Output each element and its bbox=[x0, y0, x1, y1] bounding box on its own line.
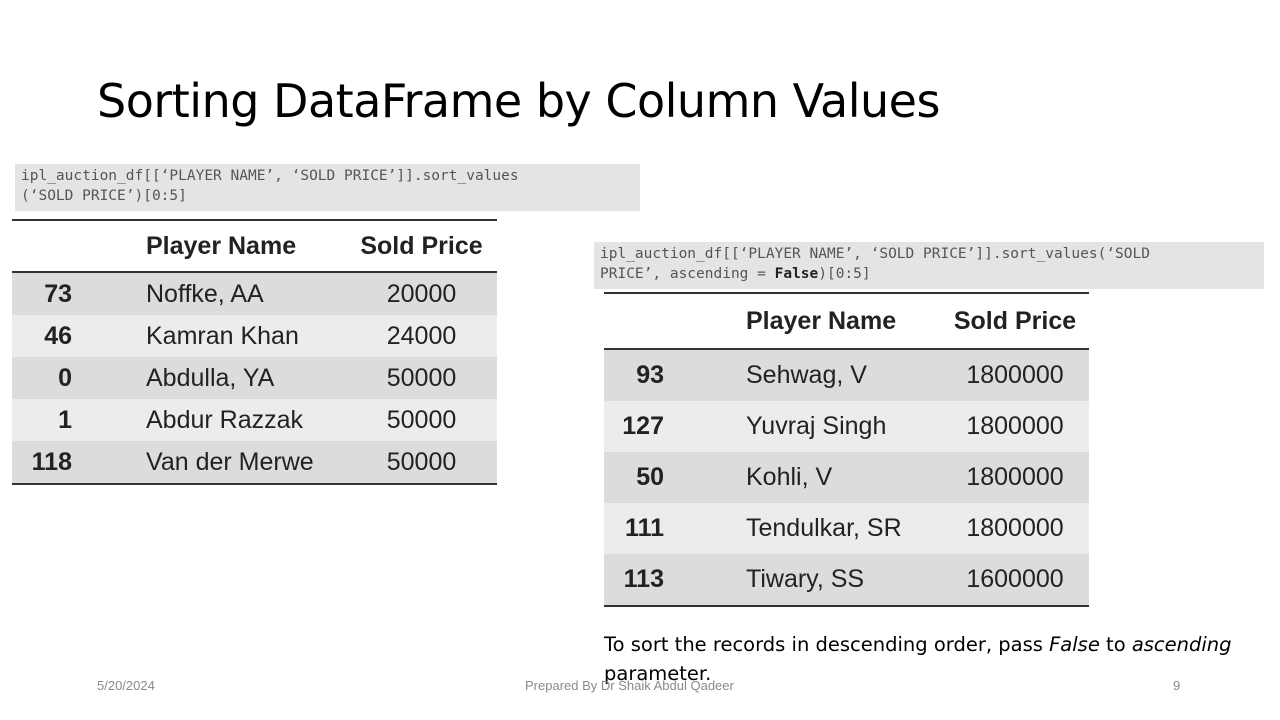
index-header bbox=[604, 292, 664, 350]
slide-title: Sorting DataFrame by Column Values bbox=[97, 74, 940, 128]
row-index: 0 bbox=[12, 357, 72, 399]
row-index: 118 bbox=[12, 441, 72, 485]
code-keyword-false: False bbox=[774, 266, 819, 282]
sold-price-header: Sold Price bbox=[346, 219, 497, 273]
spacer bbox=[664, 292, 746, 350]
player-name-header: Player Name bbox=[746, 292, 941, 350]
row-index: 50 bbox=[604, 452, 664, 503]
code-snippet-ascending: ipl_auction_df[[‘PLAYER NAME’, ‘SOLD PRI… bbox=[15, 164, 640, 211]
player-name-cell: Tendulkar, SR bbox=[746, 503, 941, 554]
code-snippet-descending: ipl_auction_df[[‘PLAYER NAME’, ‘SOLD PRI… bbox=[594, 242, 1264, 289]
spacer bbox=[664, 503, 746, 554]
sold-price-cell: 24000 bbox=[346, 315, 497, 357]
table-row: 127 Yuvraj Singh 1800000 bbox=[604, 401, 1089, 452]
code-line: ipl_auction_df[[‘PLAYER NAME’, ‘SOLD PRI… bbox=[600, 246, 1150, 262]
footer-date: 5/20/2024 bbox=[97, 678, 155, 693]
sold-price-header: Sold Price bbox=[941, 292, 1089, 350]
table-row: 111 Tendulkar, SR 1800000 bbox=[604, 503, 1089, 554]
table-row: 46 Kamran Khan 24000 bbox=[12, 315, 497, 357]
row-index: 127 bbox=[604, 401, 664, 452]
player-name-cell: Noffke, AA bbox=[146, 272, 346, 315]
table-row: 73 Noffke, AA 20000 bbox=[12, 272, 497, 315]
code-line: ipl_auction_df[[‘PLAYER NAME’, ‘SOLD PRI… bbox=[21, 168, 519, 184]
table-row: 50 Kohli, V 1800000 bbox=[604, 452, 1089, 503]
sold-price-cell: 1800000 bbox=[941, 401, 1089, 452]
spacer bbox=[664, 349, 746, 401]
table-header-row: Player Name Sold Price bbox=[12, 219, 497, 273]
spacer bbox=[72, 219, 146, 273]
spacer bbox=[664, 401, 746, 452]
sold-price-cell: 50000 bbox=[346, 441, 497, 485]
sold-price-cell: 50000 bbox=[346, 399, 497, 441]
footer-page-number: 9 bbox=[1173, 678, 1181, 693]
sold-price-cell: 50000 bbox=[346, 357, 497, 399]
spacer bbox=[72, 357, 146, 399]
player-name-cell: Abdulla, YA bbox=[146, 357, 346, 399]
spacer bbox=[72, 441, 146, 485]
row-index: 46 bbox=[12, 315, 72, 357]
caption-emphasis-false: False bbox=[1049, 633, 1100, 656]
player-name-cell: Kohli, V bbox=[746, 452, 941, 503]
sold-price-cell: 20000 bbox=[346, 272, 497, 315]
player-name-header: Player Name bbox=[146, 219, 346, 273]
code-line: (‘SOLD PRICE’)[0:5] bbox=[21, 188, 187, 204]
code-line-end: )[0:5] bbox=[818, 266, 871, 282]
table-row: 1 Abdur Razzak 50000 bbox=[12, 399, 497, 441]
table-row: 118 Van der Merwe 50000 bbox=[12, 441, 497, 485]
sold-price-cell: 1800000 bbox=[941, 503, 1089, 554]
player-name-cell: Kamran Khan bbox=[146, 315, 346, 357]
sorted-descending-table: Player Name Sold Price 93 Sehwag, V 1800… bbox=[604, 292, 1089, 607]
spacer bbox=[72, 272, 146, 315]
table-row: 0 Abdulla, YA 50000 bbox=[12, 357, 497, 399]
player-name-cell: Abdur Razzak bbox=[146, 399, 346, 441]
player-name-cell: Yuvraj Singh bbox=[746, 401, 941, 452]
table-header-row: Player Name Sold Price bbox=[604, 292, 1089, 350]
spacer bbox=[72, 315, 146, 357]
spacer bbox=[72, 399, 146, 441]
spacer bbox=[664, 452, 746, 503]
spacer bbox=[664, 554, 746, 607]
sold-price-cell: 1800000 bbox=[941, 349, 1089, 401]
sorted-ascending-table: Player Name Sold Price 73 Noffke, AA 200… bbox=[12, 219, 497, 485]
explanation-caption: To sort the records in descending order,… bbox=[604, 630, 1244, 688]
player-name-cell: Sehwag, V bbox=[746, 349, 941, 401]
row-index: 111 bbox=[604, 503, 664, 554]
caption-text: to bbox=[1099, 633, 1132, 656]
footer-author: Prepared By Dr Shaik Abdul Qadeer bbox=[525, 678, 734, 693]
sold-price-cell: 1800000 bbox=[941, 452, 1089, 503]
sold-price-cell: 1600000 bbox=[941, 554, 1089, 607]
table-row: 113 Tiwary, SS 1600000 bbox=[604, 554, 1089, 607]
table-row: 93 Sehwag, V 1800000 bbox=[604, 349, 1089, 401]
player-name-cell: Tiwary, SS bbox=[746, 554, 941, 607]
caption-text: To sort the records in descending order,… bbox=[604, 633, 1050, 656]
row-index: 1 bbox=[12, 399, 72, 441]
row-index: 73 bbox=[12, 272, 72, 315]
code-line: PRICE’, ascending = bbox=[600, 266, 775, 282]
caption-emphasis-ascending: ascending bbox=[1131, 633, 1232, 656]
row-index: 113 bbox=[604, 554, 664, 607]
caption-text: parameter. bbox=[604, 662, 712, 685]
row-index: 93 bbox=[604, 349, 664, 401]
player-name-cell: Van der Merwe bbox=[146, 441, 346, 485]
index-header bbox=[12, 219, 72, 273]
